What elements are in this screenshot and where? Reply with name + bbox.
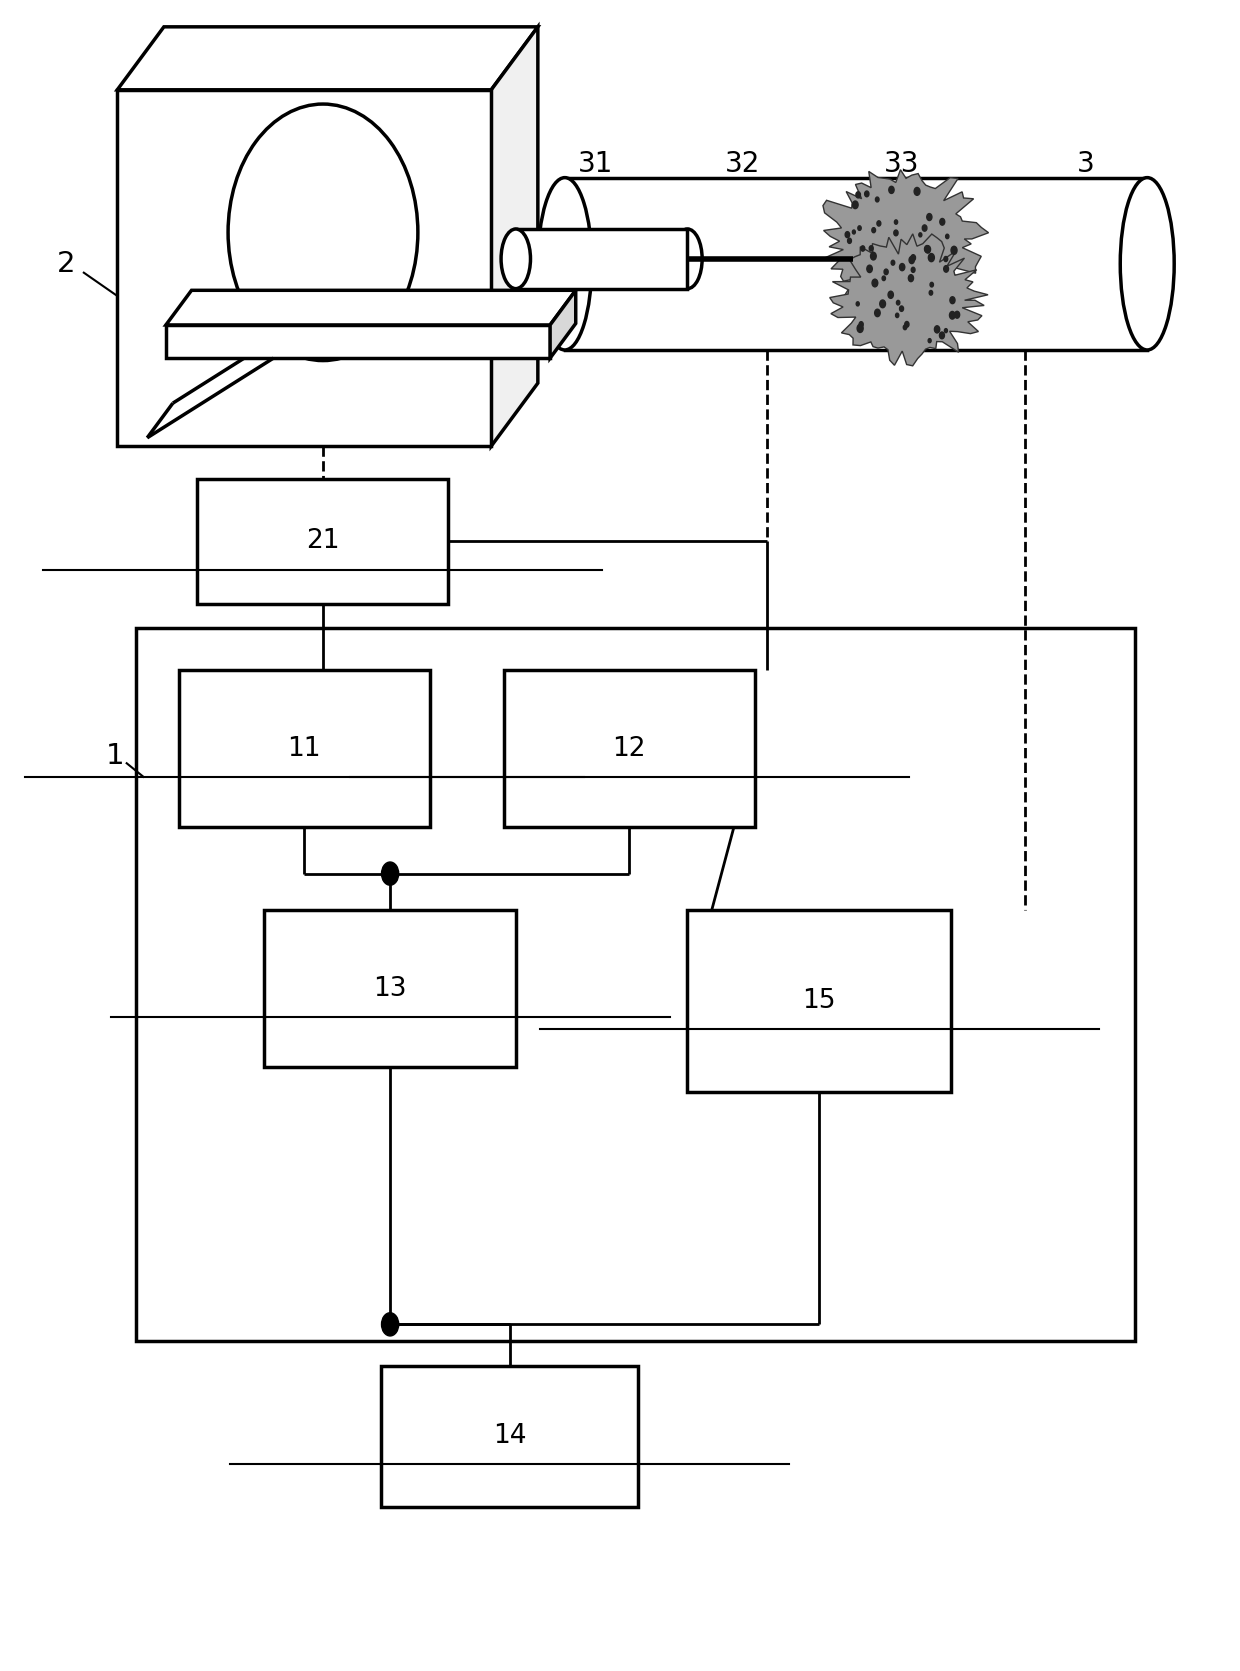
Polygon shape (166, 291, 575, 324)
Polygon shape (820, 170, 988, 312)
Text: 2: 2 (57, 249, 76, 277)
Circle shape (872, 227, 875, 232)
Ellipse shape (501, 229, 531, 289)
Text: 31: 31 (578, 150, 613, 179)
Bar (516, 229, 687, 289)
Circle shape (897, 301, 900, 304)
Circle shape (382, 1313, 399, 1335)
Bar (264, 911, 516, 1068)
Text: 33: 33 (884, 150, 920, 179)
Circle shape (888, 291, 893, 299)
Circle shape (894, 221, 898, 224)
Circle shape (905, 321, 909, 328)
Circle shape (879, 301, 885, 307)
Bar (565, 177, 1147, 349)
Circle shape (903, 326, 906, 329)
Bar (503, 670, 755, 827)
Circle shape (940, 219, 945, 226)
Bar (135, 628, 1135, 1340)
Circle shape (228, 104, 418, 361)
Circle shape (861, 246, 864, 251)
Circle shape (923, 226, 928, 231)
Polygon shape (551, 291, 575, 358)
Text: 14: 14 (494, 1424, 527, 1449)
Circle shape (899, 264, 905, 271)
Ellipse shape (673, 229, 702, 289)
Bar (381, 1365, 639, 1507)
Circle shape (911, 267, 915, 272)
Text: 13: 13 (373, 976, 407, 1003)
Circle shape (929, 339, 931, 343)
Circle shape (929, 291, 932, 296)
Circle shape (925, 246, 930, 252)
Circle shape (867, 266, 872, 272)
Circle shape (909, 256, 914, 264)
Circle shape (856, 192, 861, 197)
Circle shape (856, 302, 859, 306)
Polygon shape (166, 324, 551, 358)
Circle shape (919, 232, 921, 237)
Circle shape (875, 197, 879, 202)
Circle shape (935, 326, 940, 333)
Circle shape (869, 246, 873, 251)
Circle shape (955, 311, 960, 317)
Circle shape (884, 269, 888, 274)
Circle shape (950, 297, 955, 304)
Bar (197, 480, 449, 603)
Circle shape (848, 239, 852, 244)
Circle shape (895, 312, 899, 317)
Text: 1: 1 (105, 742, 124, 770)
Bar (179, 670, 430, 827)
Ellipse shape (538, 177, 591, 349)
Circle shape (877, 221, 880, 226)
Text: 12: 12 (613, 735, 646, 762)
Circle shape (950, 311, 955, 319)
Polygon shape (491, 27, 538, 446)
Circle shape (858, 226, 862, 231)
Text: 11: 11 (288, 735, 321, 762)
Circle shape (852, 201, 858, 209)
Circle shape (930, 282, 934, 287)
Bar (118, 90, 491, 446)
Circle shape (909, 274, 914, 282)
Circle shape (945, 329, 947, 333)
Circle shape (846, 232, 849, 237)
Bar (687, 911, 951, 1093)
Circle shape (944, 266, 949, 272)
Circle shape (859, 321, 863, 328)
Text: 15: 15 (802, 988, 836, 1014)
Ellipse shape (1120, 177, 1174, 349)
Text: 32: 32 (725, 150, 760, 179)
Text: 3: 3 (1078, 150, 1095, 179)
Polygon shape (118, 27, 538, 90)
Circle shape (911, 254, 915, 261)
Circle shape (872, 279, 878, 287)
Circle shape (929, 254, 935, 262)
Circle shape (944, 256, 947, 262)
Circle shape (889, 185, 894, 194)
Circle shape (914, 187, 920, 196)
Circle shape (882, 276, 885, 281)
Circle shape (892, 261, 895, 266)
Circle shape (946, 234, 949, 239)
Circle shape (899, 306, 904, 311)
Circle shape (382, 862, 399, 886)
Text: 21: 21 (306, 528, 340, 555)
Circle shape (864, 190, 869, 197)
Circle shape (857, 324, 863, 333)
Circle shape (951, 246, 957, 254)
Circle shape (940, 333, 945, 339)
Circle shape (926, 214, 932, 221)
Circle shape (894, 231, 898, 236)
Circle shape (852, 231, 856, 234)
Polygon shape (830, 234, 988, 366)
Circle shape (874, 309, 880, 317)
Circle shape (870, 252, 877, 261)
Circle shape (925, 246, 930, 252)
